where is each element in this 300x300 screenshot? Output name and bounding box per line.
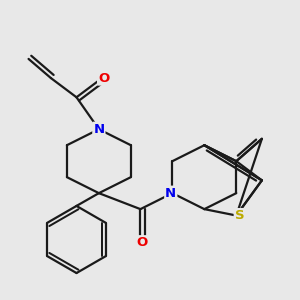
- Text: S: S: [235, 209, 244, 222]
- Text: O: O: [136, 236, 148, 249]
- Text: N: N: [165, 187, 176, 200]
- Text: N: N: [93, 123, 104, 136]
- Text: O: O: [98, 72, 109, 85]
